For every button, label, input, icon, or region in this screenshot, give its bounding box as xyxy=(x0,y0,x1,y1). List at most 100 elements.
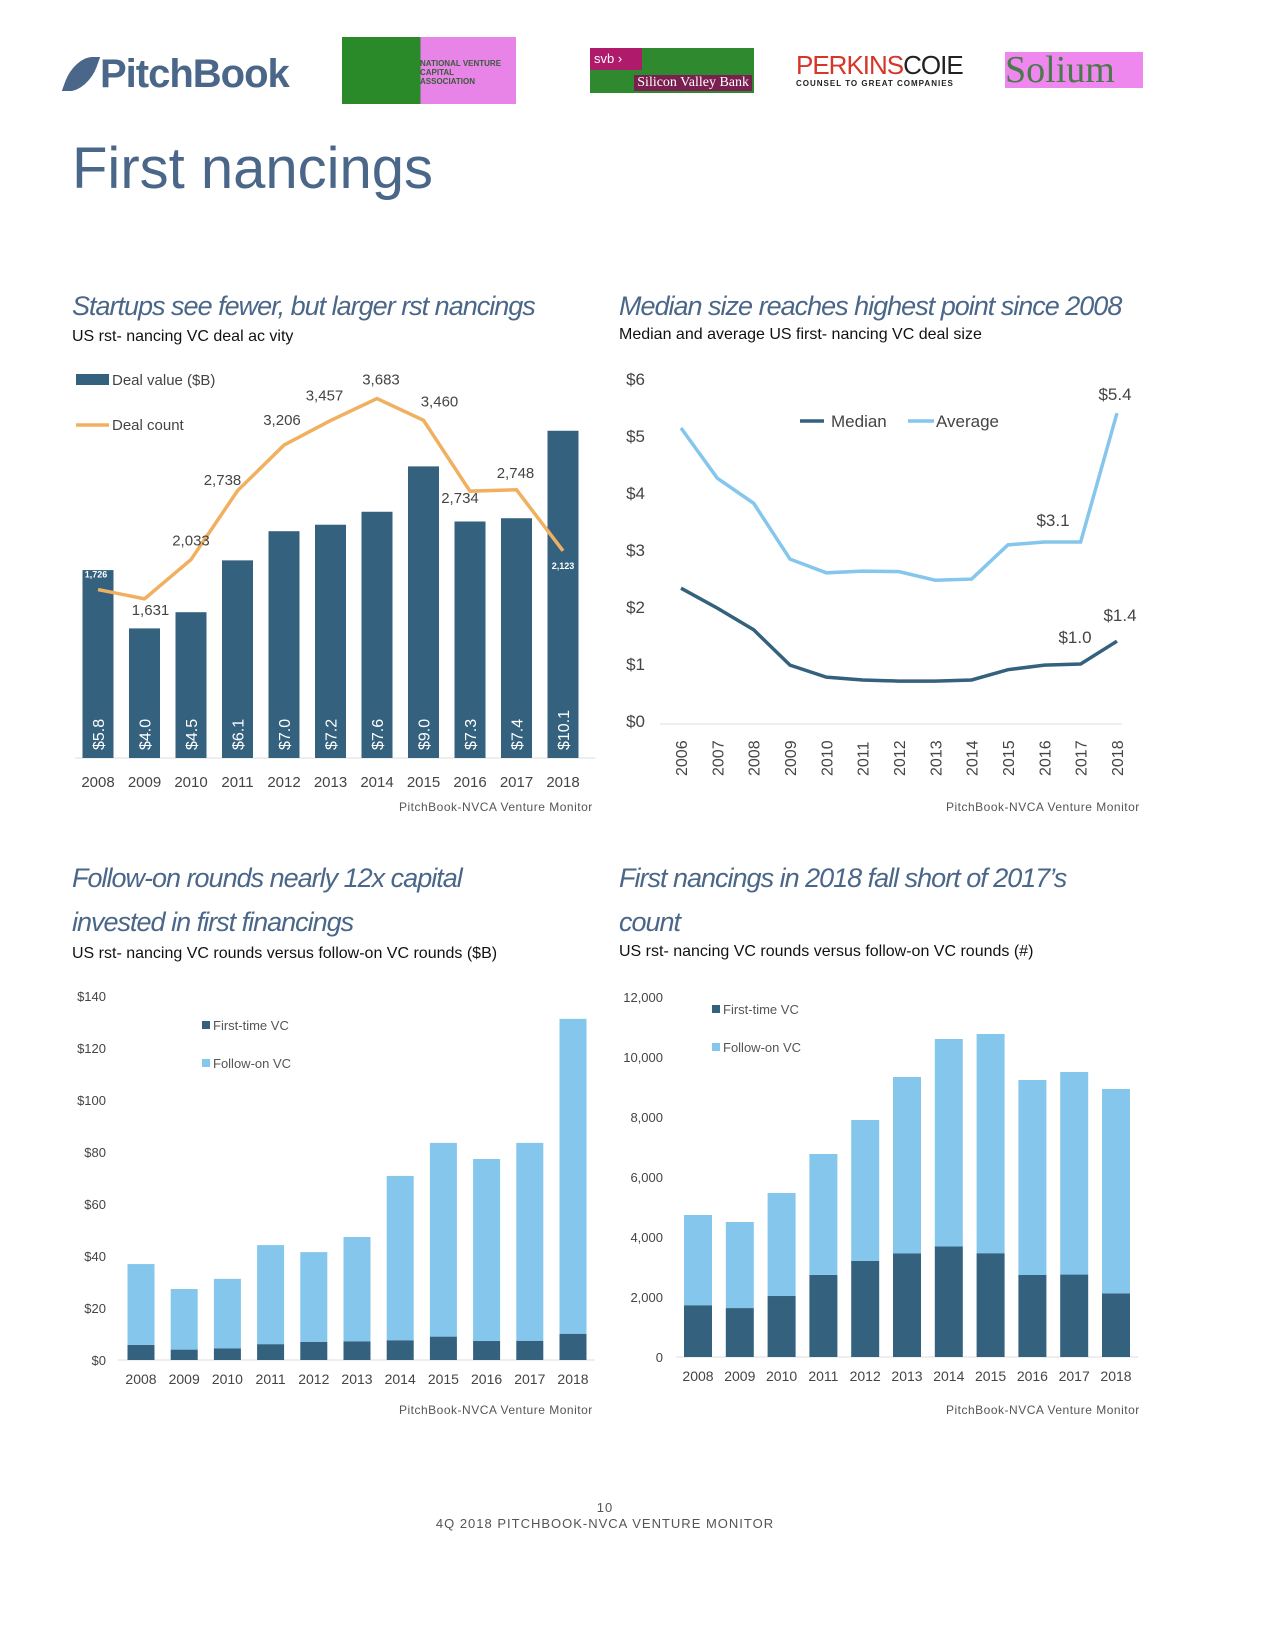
bar-follow-on-vc xyxy=(934,1039,963,1247)
bar-first-time-vc xyxy=(386,1340,414,1360)
x-tick-label: 2009 xyxy=(783,740,800,776)
x-tick-label: 2017 xyxy=(500,774,533,791)
bar-first-time-vc xyxy=(300,1341,328,1360)
bar-first-time-vc xyxy=(976,1253,1005,1357)
legend-label-follow-on-vc: Follow-on VC xyxy=(723,1040,801,1055)
bar-deal-value xyxy=(129,628,160,758)
bar-value-label: $4.0 xyxy=(138,719,155,750)
x-tick-label: 2016 xyxy=(1037,740,1054,776)
bar-follow-on-vc xyxy=(767,1192,796,1297)
x-tick-label: 2007 xyxy=(710,740,727,776)
x-tick-label: 2015 xyxy=(975,1368,1006,1384)
bar-deal-value xyxy=(175,612,207,758)
chart2-subtitle: Median and average US first- nancing VC … xyxy=(619,326,982,343)
legend-label-deal-value: Deal value ($B) xyxy=(112,372,215,389)
bar-deal-value xyxy=(547,430,579,758)
data-label-deal-count: 3,457 xyxy=(306,388,344,405)
bar-follow-on-vc xyxy=(213,1278,241,1349)
bar-first-time-vc xyxy=(516,1340,544,1360)
bar-first-time-vc xyxy=(767,1296,796,1357)
bar-value-label: $7.6 xyxy=(370,719,387,750)
bar-first-time-vc xyxy=(213,1348,241,1360)
y-tick-label: $2 xyxy=(626,598,645,617)
x-tick-label: 2016 xyxy=(471,1371,502,1387)
x-tick-label: 2012 xyxy=(298,1371,329,1387)
x-tick-label: 2008 xyxy=(81,774,114,791)
y-tick-label: 0 xyxy=(656,1350,663,1365)
bar-first-time-vc xyxy=(1102,1293,1130,1357)
bar-first-time-vc xyxy=(127,1344,155,1360)
chart3-title-line2: invested in first financings xyxy=(72,907,354,937)
page-number: 10 xyxy=(596,1500,614,1515)
x-tick-label: 2015 xyxy=(428,1371,459,1387)
data-label-deal-count: 2,734 xyxy=(441,490,479,507)
bar-value-label: $7.0 xyxy=(277,719,294,750)
x-tick-label: 2010 xyxy=(212,1371,243,1387)
legend-swatch-follow-on-vc xyxy=(712,1043,720,1051)
bar-first-time-vc xyxy=(1018,1274,1047,1357)
legend-label-deal-count: Deal count xyxy=(112,417,185,434)
x-tick-label: 2012 xyxy=(892,740,909,776)
bar-value-label: $7.2 xyxy=(324,719,341,750)
bar-first-time-vc xyxy=(473,1341,501,1360)
bar-follow-on-vc xyxy=(343,1237,371,1342)
x-tick-label: 2011 xyxy=(856,741,873,776)
chart3-source: PitchBook-NVCA Venture Monitor xyxy=(399,1403,593,1417)
bar-follow-on-vc xyxy=(893,1077,921,1254)
line-deal-count xyxy=(97,396,565,601)
data-label-deal-count: 2,033 xyxy=(172,533,210,550)
x-tick-label: 2011 xyxy=(808,1368,838,1384)
x-tick-label: 2017 xyxy=(1059,1368,1090,1384)
bar-follow-on-vc xyxy=(170,1289,198,1350)
bar-deal-value xyxy=(82,570,114,758)
x-tick-label: 2008 xyxy=(125,1371,156,1387)
solium-logo: Solium xyxy=(1005,52,1143,88)
bar-first-time-vc xyxy=(851,1260,880,1357)
bar-follow-on-vc xyxy=(559,1018,587,1334)
coie-text: COIE xyxy=(903,50,964,80)
bar-deal-value xyxy=(501,518,532,758)
bar-follow-on-vc xyxy=(725,1222,754,1309)
y-tick-label: $40 xyxy=(84,1249,106,1264)
bar-value-label: $7.4 xyxy=(510,719,527,750)
line-median xyxy=(680,586,1118,683)
x-tick-label: 2015 xyxy=(1001,740,1018,776)
x-tick-label: 2011 xyxy=(221,774,253,791)
data-label-deal-count: 3,683 xyxy=(362,372,400,389)
y-tick-label: $6 xyxy=(626,370,645,389)
bar-value-label: $5.8 xyxy=(91,719,108,750)
perkins-coie-logo: PERKINSCOIE COUNSEL TO GREAT COMPANIES xyxy=(796,50,964,88)
x-tick-label: 2013 xyxy=(891,1368,922,1384)
bar-deal-value xyxy=(361,511,393,758)
bar-value-label: $10.1 xyxy=(556,710,573,750)
bar-follow-on-vc xyxy=(257,1245,285,1345)
data-label-deal-count: 1,631 xyxy=(132,602,170,619)
bar-deal-value xyxy=(454,521,486,758)
x-tick-label: 2013 xyxy=(314,774,347,791)
x-tick-label: 2014 xyxy=(385,1371,416,1387)
y-tick-label: $0 xyxy=(92,1353,106,1368)
solium-text: Solium xyxy=(1005,52,1115,88)
x-tick-label: 2017 xyxy=(1074,740,1091,776)
bar-follow-on-vc xyxy=(127,1264,155,1345)
x-tick-label: 2015 xyxy=(407,774,440,791)
bar-value-label: $4.5 xyxy=(184,719,201,750)
y-tick-label: 10,000 xyxy=(623,1050,663,1065)
x-tick-label: 2016 xyxy=(453,774,486,791)
y-tick-label: 6,000 xyxy=(630,1170,663,1185)
y-tick-label: $120 xyxy=(77,1041,106,1056)
bar-deal-value xyxy=(268,531,300,758)
bar-follow-on-vc xyxy=(386,1175,414,1341)
bar-follow-on-vc xyxy=(1060,1072,1089,1275)
y-tick-label: $20 xyxy=(84,1301,106,1316)
y-tick-label: 4,000 xyxy=(630,1230,663,1245)
legend-swatch-deal-value xyxy=(76,374,109,385)
legend-label-median: Median xyxy=(831,412,887,431)
y-tick-label: $0 xyxy=(626,712,645,731)
footer-report-title: 4Q 2018 PITCHBOOK-NVCA VENTURE MONITOR xyxy=(435,1516,775,1531)
line-average xyxy=(679,412,1119,582)
bar-follow-on-vc xyxy=(1018,1080,1047,1275)
svb-logo: svb › Silicon Valley Bank xyxy=(590,48,754,93)
data-label: $3.1 xyxy=(1036,511,1069,530)
leaf-icon xyxy=(61,57,101,91)
